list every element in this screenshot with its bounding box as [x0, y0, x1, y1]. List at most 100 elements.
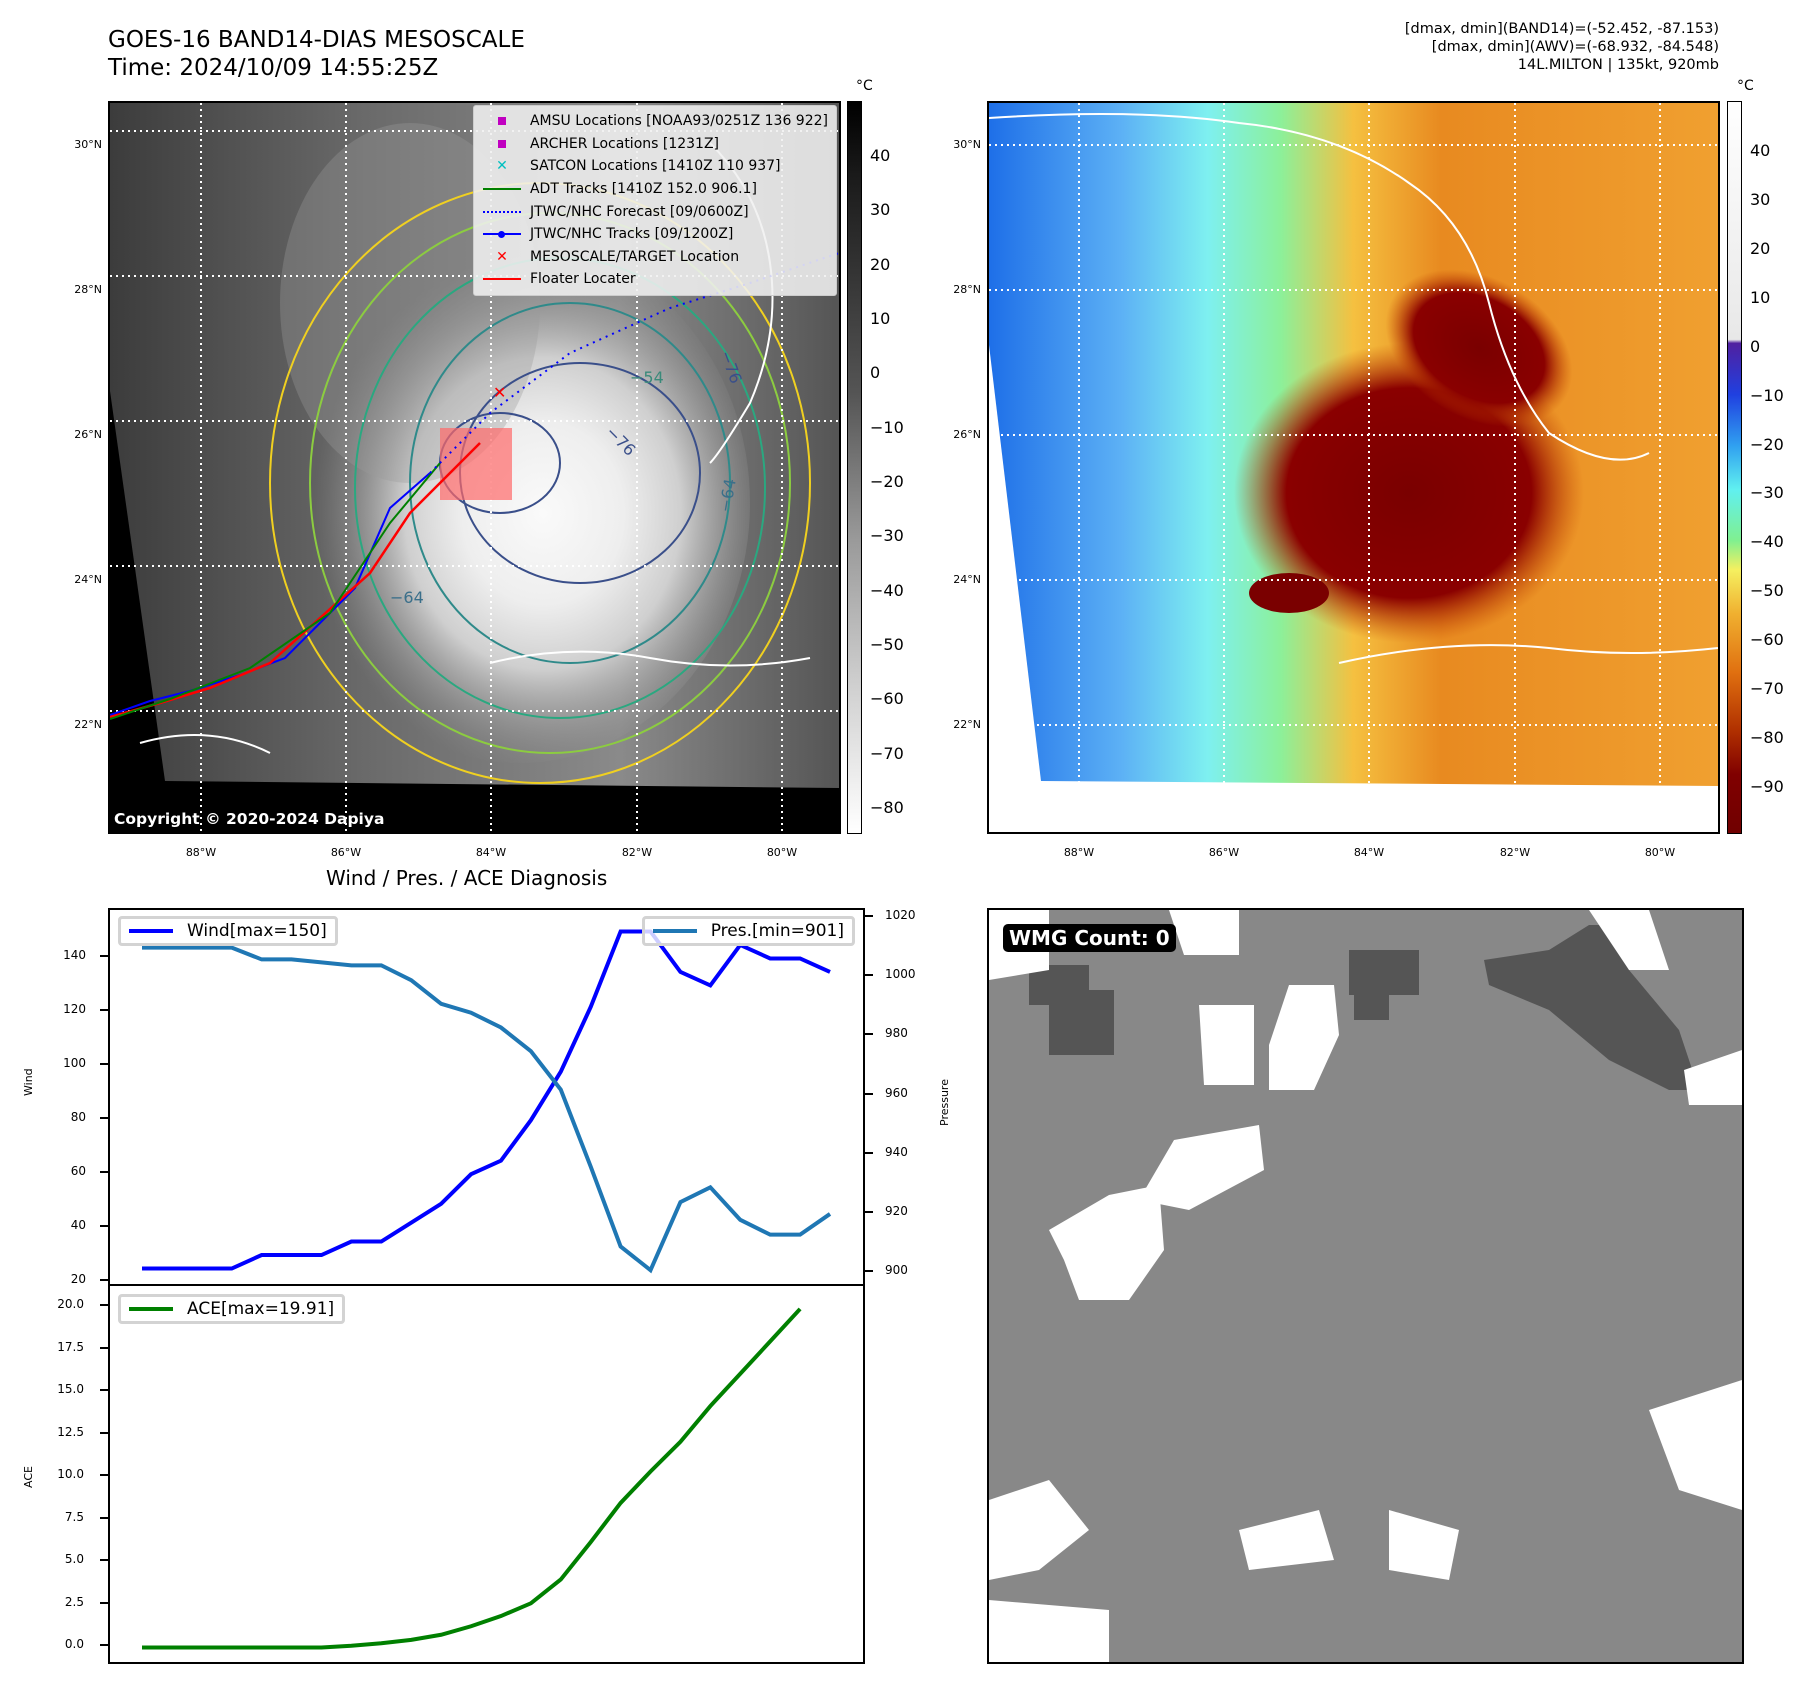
legend-item: ARCHER Locations [1231Z]	[482, 133, 828, 156]
tick-mark	[865, 1033, 873, 1036]
pressure-legend: Pres.[min=901]	[641, 916, 855, 946]
legend-item: JTWC/NHC Forecast [09/0600Z]	[482, 200, 828, 223]
x-marker-icon: ✕	[496, 158, 508, 175]
ace-tick: 7.5	[64, 1509, 84, 1524]
colorbar-tick: −80	[870, 798, 904, 817]
ir-colorbar	[847, 101, 862, 834]
lat-tick: 22°N	[953, 718, 981, 731]
colorbar-tick: −80	[1750, 728, 1784, 748]
diagnosis-title: Wind / Pres. / ACE Diagnosis	[326, 866, 608, 890]
tick-mark	[100, 955, 108, 958]
wmg-image	[989, 910, 1742, 1662]
tick-mark	[100, 1516, 108, 1519]
line-icon	[482, 188, 522, 191]
legend-item: ✕ MESOSCALE/TARGET Location	[482, 246, 828, 269]
ace-tick: 20.0	[57, 1297, 84, 1312]
lon-tick: 80°W	[766, 846, 798, 859]
tick-mark	[100, 1559, 108, 1562]
wind-pressure-plot	[142, 929, 832, 1274]
colorbar-tick: −70	[870, 743, 904, 763]
ace-tick: 15.0	[57, 1382, 84, 1397]
line-dot-icon	[482, 230, 522, 238]
wmg-count-label: WMG Count: 0	[1003, 924, 1176, 952]
ace-chart: ACE[max=19.91]	[108, 1284, 865, 1664]
wind-legend-line-icon	[129, 929, 173, 933]
square-marker-icon	[482, 139, 522, 148]
figure-title: GOES-16 BAND14-DIAS MESOSCALE Time: 2024…	[108, 26, 525, 82]
lon-tick: 88°W	[185, 846, 217, 859]
lon-tick: 88°W	[1063, 846, 1095, 859]
tick-mark	[865, 915, 873, 917]
pressure-tick: 1000	[885, 967, 916, 982]
lon-tick: 80°W	[1644, 846, 1676, 859]
lat-tick: 24°N	[74, 573, 102, 586]
awv-colorbar-unit: °C	[1737, 78, 1754, 94]
svg-text:−54: −54	[630, 368, 664, 387]
wind-tick: 60	[70, 1164, 86, 1179]
tick-mark	[865, 974, 873, 977]
lon-tick: 86°W	[1208, 846, 1240, 859]
wind-axis-label: Wind	[22, 1068, 35, 1096]
info-block: [dmax, dmin](BAND14)=(-52.452, -87.153) …	[1405, 20, 1719, 74]
pressure-tick: 900	[885, 1263, 908, 1278]
legend-item: JTWC/NHC Tracks [09/1200Z]	[482, 223, 828, 246]
title-line1: GOES-16 BAND14-DIAS MESOSCALE	[108, 27, 525, 53]
colorbar-tick: 30	[1750, 189, 1771, 209]
awv-map-panel	[987, 101, 1720, 834]
square-marker-icon	[482, 117, 522, 126]
ace-tick: 17.5	[57, 1339, 84, 1354]
legend-item: AMSU Locations [NOAA93/0251Z 136 922]	[482, 110, 828, 133]
legend-item: ✕ SATCON Locations [1410Z 110 937]	[482, 155, 828, 178]
info-band14: [dmax, dmin](BAND14)=(-52.452, -87.153)	[1404, 21, 1719, 37]
tick-mark	[100, 1009, 108, 1012]
pressure-tick: 980	[885, 1026, 908, 1041]
ace-tick: 12.5	[57, 1424, 84, 1439]
tick-mark	[100, 1389, 108, 1392]
ace-series-line	[142, 1307, 802, 1650]
lat-tick: 30°N	[953, 138, 981, 151]
lon-tick: 86°W	[330, 846, 362, 859]
wind-tick: 20	[70, 1272, 86, 1286]
lat-tick: 22°N	[74, 718, 102, 731]
lat-tick: 30°N	[74, 138, 102, 151]
tick-mark	[100, 1304, 108, 1307]
colorbar-tick: 10	[870, 309, 891, 328]
tick-mark	[100, 1171, 108, 1174]
ir-colorbar-unit: °C	[856, 78, 873, 94]
colorbar-tick: −10	[870, 417, 904, 437]
wind-tick: 40	[70, 1218, 86, 1233]
colorbar-tick: 10	[1750, 287, 1771, 307]
ace-axis-label: ACE	[22, 1466, 35, 1488]
colorbar-tick: −60	[870, 689, 904, 709]
colorbar-tick: −40	[1750, 532, 1784, 552]
ace-tick: 2.5	[64, 1594, 84, 1609]
awv-map-image	[989, 103, 1718, 832]
ir-legend: AMSU Locations [NOAA93/0251Z 136 922] AR…	[472, 105, 837, 296]
wind-tick: 120	[63, 1002, 86, 1017]
colorbar-tick: −90	[1750, 777, 1784, 796]
info-awv: [dmax, dmin](AWV)=(-68.932, -84.548)	[1431, 39, 1719, 55]
legend-item: Floater Locater	[482, 268, 828, 291]
pressure-legend-line-icon	[652, 929, 697, 933]
tick-mark	[100, 1474, 108, 1477]
colorbar-tick: −20	[1750, 434, 1784, 454]
colorbar-tick: −10	[1750, 385, 1784, 405]
ace-plot	[142, 1307, 802, 1650]
tick-mark	[100, 1644, 108, 1647]
tick-mark	[100, 1431, 108, 1434]
wind-tick: 140	[63, 948, 86, 963]
wind-series-line	[142, 929, 831, 1271]
tick-mark	[865, 1210, 873, 1213]
colorbar-tick: −50	[1750, 581, 1784, 601]
ace-legend-line-icon	[129, 1307, 173, 1311]
ace-tick: 5.0	[64, 1552, 84, 1567]
wmg-panel: WMG Count: 0	[987, 908, 1744, 1664]
colorbar-tick: −30	[870, 526, 904, 546]
colorbar-tick: 40	[1750, 141, 1771, 160]
ace-tick: 10.0	[57, 1467, 84, 1482]
pressure-tick: 920	[885, 1203, 908, 1218]
lat-tick: 26°N	[74, 428, 102, 441]
pressure-series-line	[142, 945, 832, 1274]
colorbar-tick: 0	[870, 363, 881, 383]
tick-mark	[100, 1117, 108, 1120]
